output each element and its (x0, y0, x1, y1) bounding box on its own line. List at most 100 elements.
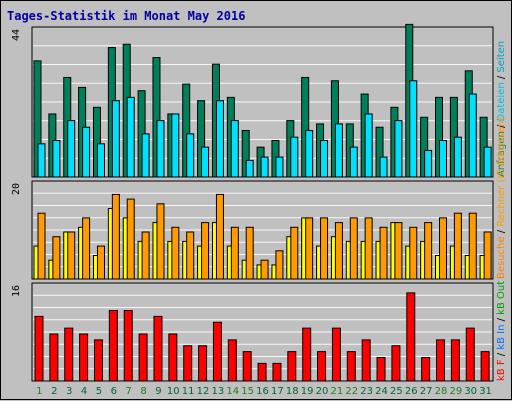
bar-kb (79, 333, 89, 382)
x-tick-label: 1 (36, 386, 42, 397)
legend-panel3-item: kB Out (496, 281, 507, 315)
bar-besuche (275, 250, 284, 280)
bar-dateien (96, 143, 105, 178)
bar-dateien (334, 123, 343, 178)
x-tick-label: 23 (360, 386, 373, 397)
x-tick-label: 19 (301, 386, 314, 397)
bar-kb (138, 333, 148, 382)
bar-dateien (394, 120, 403, 178)
x-tick-label: 25 (390, 386, 403, 397)
legend-panel1-item: Dateien (496, 82, 507, 121)
bar-dateien (230, 120, 239, 178)
bar-kb (331, 327, 341, 382)
bar-besuche (364, 217, 373, 280)
bar-dateien (156, 120, 165, 178)
bar-dateien (275, 156, 284, 178)
legend-panel2-item: / (496, 227, 507, 237)
bar-dateien (320, 140, 329, 178)
x-tick-label: 11 (182, 386, 195, 397)
bar-kb (421, 357, 431, 382)
bar-kb (153, 315, 163, 382)
bar-besuche (126, 198, 135, 280)
bar-besuche (141, 231, 150, 280)
bar-besuche (67, 231, 76, 280)
bar-kb (257, 362, 267, 382)
bar-kb (361, 339, 371, 382)
x-tick-label: 26 (405, 386, 418, 397)
bar-besuche (111, 193, 120, 280)
panel-1-ymax-label: 44 (11, 29, 22, 41)
bar-besuche (483, 231, 492, 280)
bar-dateien (67, 120, 76, 178)
bar-dateien (305, 130, 314, 178)
legend-panel2-item: Rechner (IP-Adressen) (496, 116, 507, 226)
bar-dateien (379, 156, 388, 178)
x-tick-label: 2 (51, 386, 57, 397)
bar-kb (108, 310, 118, 382)
x-tick-label: 6 (111, 386, 117, 397)
bar-besuche (96, 245, 105, 280)
legend-panel1-item: Anfragen (496, 131, 507, 177)
x-tick-label: 9 (155, 386, 161, 397)
panel-2-ymax-label: 20 (11, 183, 22, 195)
bar-dateien (349, 146, 358, 178)
bar-besuche (260, 259, 269, 280)
bar-kb (227, 339, 237, 382)
bar-kb (272, 362, 282, 382)
bar-kb (93, 339, 103, 382)
legend-panel1-item: / (496, 73, 507, 83)
bar-kb (242, 351, 252, 382)
x-tick-label: 8 (140, 386, 146, 397)
bar-dateien (186, 133, 195, 178)
bar-besuche (37, 212, 46, 280)
legend-panel3-item: / (496, 350, 507, 360)
legend-panel3-item: kB In (496, 325, 507, 350)
bar-besuche (171, 226, 180, 280)
bar-kb (287, 351, 297, 382)
bar-besuche (156, 203, 165, 280)
bar-dateien (453, 136, 462, 178)
bar-dateien (141, 133, 150, 178)
x-tick-label: 17 (271, 386, 284, 397)
bar-dateien (290, 136, 299, 178)
bar-besuche (409, 226, 418, 280)
bar-kb (183, 345, 193, 382)
bar-dateien (364, 113, 373, 178)
bar-kb (123, 310, 133, 382)
x-tick-label: 30 (464, 386, 477, 397)
x-tick-label: 20 (316, 386, 329, 397)
bar-besuche (394, 222, 403, 280)
bar-besuche (52, 236, 61, 280)
bar-dateien (260, 156, 269, 178)
x-tick-label: 3 (66, 386, 72, 397)
legend-panel3-item: / (496, 315, 507, 325)
bar-dateien (126, 96, 135, 178)
bar-kb (376, 357, 386, 382)
panel-3-ymax-label: 16 (11, 285, 22, 297)
bar-dateien (483, 146, 492, 178)
bar-kb (317, 351, 327, 382)
bar-kb (406, 292, 416, 382)
bar-besuche (201, 222, 210, 280)
x-tick-label: 15 (241, 386, 254, 397)
x-tick-label: 16 (256, 386, 269, 397)
bar-dateien (468, 93, 477, 178)
x-tick-label: 27 (420, 386, 433, 397)
bar-dateien (82, 126, 91, 178)
x-tick-label: 18 (286, 386, 299, 397)
bar-besuche (439, 217, 448, 280)
bar-kb (465, 327, 475, 382)
x-tick-label: 31 (479, 386, 492, 397)
bar-besuche (334, 222, 343, 280)
bar-besuche (82, 217, 91, 280)
bar-kb (212, 321, 222, 382)
x-tick-label: 14 (226, 386, 239, 397)
bar-besuche (453, 212, 462, 280)
x-tick-label: 10 (167, 386, 180, 397)
bar-dateien (409, 80, 418, 178)
legend-panel3: kB F / kB In / kB Out (496, 281, 507, 381)
bar-dateien (439, 140, 448, 178)
bar-kb (480, 351, 490, 382)
x-tick-label: 24 (375, 386, 388, 397)
x-tick-label: 5 (96, 386, 102, 397)
